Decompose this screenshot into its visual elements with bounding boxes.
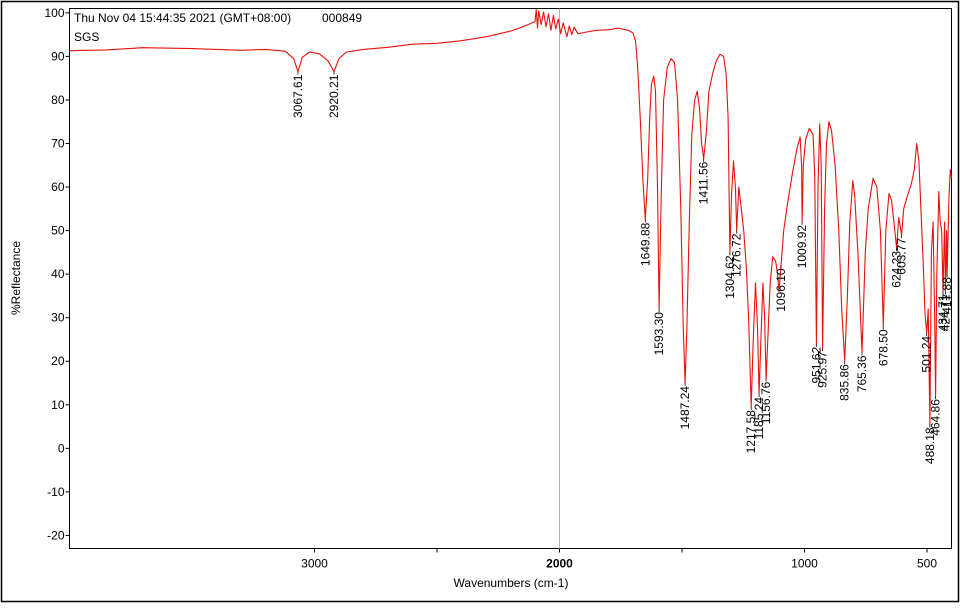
y-tick-label: 30 — [51, 311, 65, 325]
peak-label: 678.50 — [876, 329, 890, 366]
peak-label: 3067.61 — [291, 74, 305, 118]
x-tick-label: 2000 — [546, 557, 573, 571]
peak-label: 488.18 — [923, 427, 937, 464]
peak-label: 464.86 — [929, 399, 943, 436]
peak-label: 1217.58 — [744, 410, 758, 454]
peak-label: 1649.88 — [638, 222, 652, 266]
peak-label: 434.71 — [936, 294, 950, 331]
header-timestamp: Thu Nov 04 15:44:35 2021 (GMT+08:00) — [74, 11, 291, 25]
y-tick-label: 70 — [51, 137, 65, 151]
peak-label: 1096.10 — [774, 268, 788, 312]
plot-area — [69, 8, 952, 549]
peak-label: 417.88 — [940, 277, 954, 314]
peak-label: 1009.92 — [795, 225, 809, 269]
y-tick-label: 10 — [51, 398, 65, 412]
peak-label: 951.62 — [809, 346, 823, 383]
peak-label: 1185.24 — [752, 397, 766, 440]
x-tick-label: 3000 — [301, 557, 328, 571]
x-tick-label: 500 — [917, 557, 937, 571]
peak-label: 1411.56 — [697, 161, 711, 204]
peak-label: 424.71 — [938, 294, 952, 331]
peak-label: 2920.21 — [327, 74, 341, 118]
peak-label: 501.24 — [920, 336, 934, 373]
spectrum-line — [69, 8, 953, 425]
y-tick-label: 20 — [51, 354, 65, 368]
y-tick-label: 90 — [51, 49, 65, 63]
y-tick-label: 60 — [51, 180, 65, 194]
peak-label: 1593.30 — [652, 312, 666, 356]
y-tick-label: 50 — [51, 224, 65, 238]
y-tick-label: -10 — [47, 485, 65, 499]
header-sample: SGS — [74, 30, 99, 44]
peak-label: 603.77 — [895, 238, 909, 275]
peak-label: 765.36 — [855, 355, 869, 392]
y-tick-label: 0 — [58, 441, 65, 455]
peak-label: 624.23 — [890, 251, 904, 288]
header-file-id: 000849 — [322, 11, 362, 25]
peak-label: 1156.76 — [759, 381, 773, 424]
y-tick-label: 80 — [51, 93, 65, 107]
y-axis-label: %Reflectance — [9, 241, 23, 315]
y-tick-label: 100 — [44, 6, 64, 20]
x-axis-label: Wavenumbers (cm-1) — [454, 576, 569, 590]
peak-label: 1276.72 — [730, 233, 744, 277]
peak-label: 925.97 — [816, 351, 830, 388]
peak-label: 1487.24 — [678, 386, 692, 430]
y-tick-label: -20 — [47, 528, 65, 542]
x-tick-label: 1000 — [791, 557, 818, 571]
peak-label: 1304.62 — [723, 255, 737, 299]
y-tick-label: 40 — [51, 267, 65, 281]
peak-label: 835.86 — [838, 364, 852, 401]
